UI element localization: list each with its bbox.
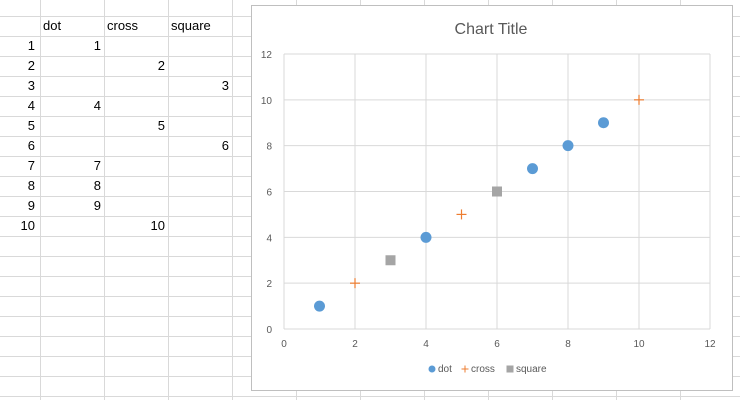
y-tick-label: 6 — [266, 188, 272, 199]
chart-legend[interactable]: dot cross square — [428, 364, 548, 375]
row-number[interactable]: 6 — [27, 138, 35, 153]
x-tick-label: 2 — [352, 339, 358, 350]
y-tick-label: 10 — [261, 96, 273, 107]
chart-svg: Chart Title 0 2 4 6 8 10 12 0 2 4 6 8 10 12 dot cross s… — [261, 21, 716, 375]
chart-gridlines — [283, 53, 711, 330]
row-number[interactable]: 10 — [20, 218, 35, 233]
y-tick-label: 12 — [261, 50, 273, 61]
data-cell-square[interactable]: 6 — [221, 138, 229, 153]
x-tick-label: 8 — [565, 339, 571, 350]
data-point-dot[interactable] — [527, 163, 538, 175]
row-number[interactable]: 7 — [27, 158, 35, 173]
y-tick-label: 2 — [266, 279, 272, 290]
row-number[interactable]: 4 — [27, 98, 35, 113]
y-tick-label: 8 — [266, 142, 272, 153]
x-tick-label: 4 — [423, 339, 429, 350]
data-point-square[interactable] — [492, 186, 502, 197]
data-cell-dot[interactable]: 7 — [93, 158, 101, 173]
data-point-dot[interactable] — [598, 117, 609, 129]
header-cell-cross[interactable]: cross — [107, 18, 139, 33]
legend-label-cross[interactable]: cross — [471, 364, 495, 375]
data-point-cross[interactable] — [634, 94, 644, 105]
y-tick-label: 0 — [266, 325, 272, 336]
data-point-cross[interactable] — [456, 209, 467, 220]
data-cell-dot[interactable]: 1 — [93, 38, 101, 53]
legend-marker-dot — [428, 365, 436, 373]
x-tick-label: 12 — [704, 339, 716, 350]
data-cell-cross[interactable]: 10 — [150, 218, 165, 233]
x-tick-label: 0 — [281, 339, 287, 350]
legend-label-dot[interactable]: dot — [438, 364, 452, 375]
data-cell-dot[interactable]: 9 — [93, 198, 101, 213]
data-cell-dot[interactable]: 8 — [93, 178, 101, 193]
data-cell-cross[interactable]: 2 — [157, 58, 165, 73]
scatter-chart[interactable]: Chart Title 0 2 4 6 8 10 12 0 2 4 6 8 10 12 dot cross s… — [251, 5, 733, 391]
legend-label-square[interactable]: square — [516, 364, 547, 375]
data-point-square[interactable] — [385, 255, 396, 266]
data-point-dot[interactable] — [562, 140, 574, 152]
data-cell-cross[interactable]: 5 — [157, 118, 165, 133]
header-cell-square[interactable]: square — [171, 18, 211, 33]
chart-title[interactable]: Chart Title — [455, 21, 528, 38]
legend-marker-cross — [461, 365, 469, 373]
row-number[interactable]: 8 — [27, 178, 35, 193]
chart-tick-labels: 0 2 4 6 8 10 12 0 2 4 6 8 10 12 — [261, 50, 716, 350]
y-tick-label: 4 — [266, 233, 272, 244]
chart-marks — [314, 94, 644, 312]
x-tick-label: 10 — [633, 339, 645, 350]
row-number[interactable]: 5 — [27, 118, 35, 133]
legend-marker-square — [506, 365, 514, 373]
x-tick-label: 6 — [494, 339, 500, 350]
row-number[interactable]: 3 — [27, 78, 35, 93]
header-cell-dot[interactable]: dot — [43, 18, 62, 33]
row-number[interactable]: 1 — [27, 38, 35, 53]
data-point-dot[interactable] — [314, 300, 325, 312]
data-cell-square[interactable]: 3 — [221, 78, 229, 93]
row-number[interactable]: 9 — [27, 198, 35, 213]
data-point-cross[interactable] — [350, 278, 360, 289]
row-number[interactable]: 2 — [27, 58, 35, 73]
data-point-dot[interactable] — [420, 231, 432, 243]
data-cell-dot[interactable]: 4 — [93, 98, 101, 113]
